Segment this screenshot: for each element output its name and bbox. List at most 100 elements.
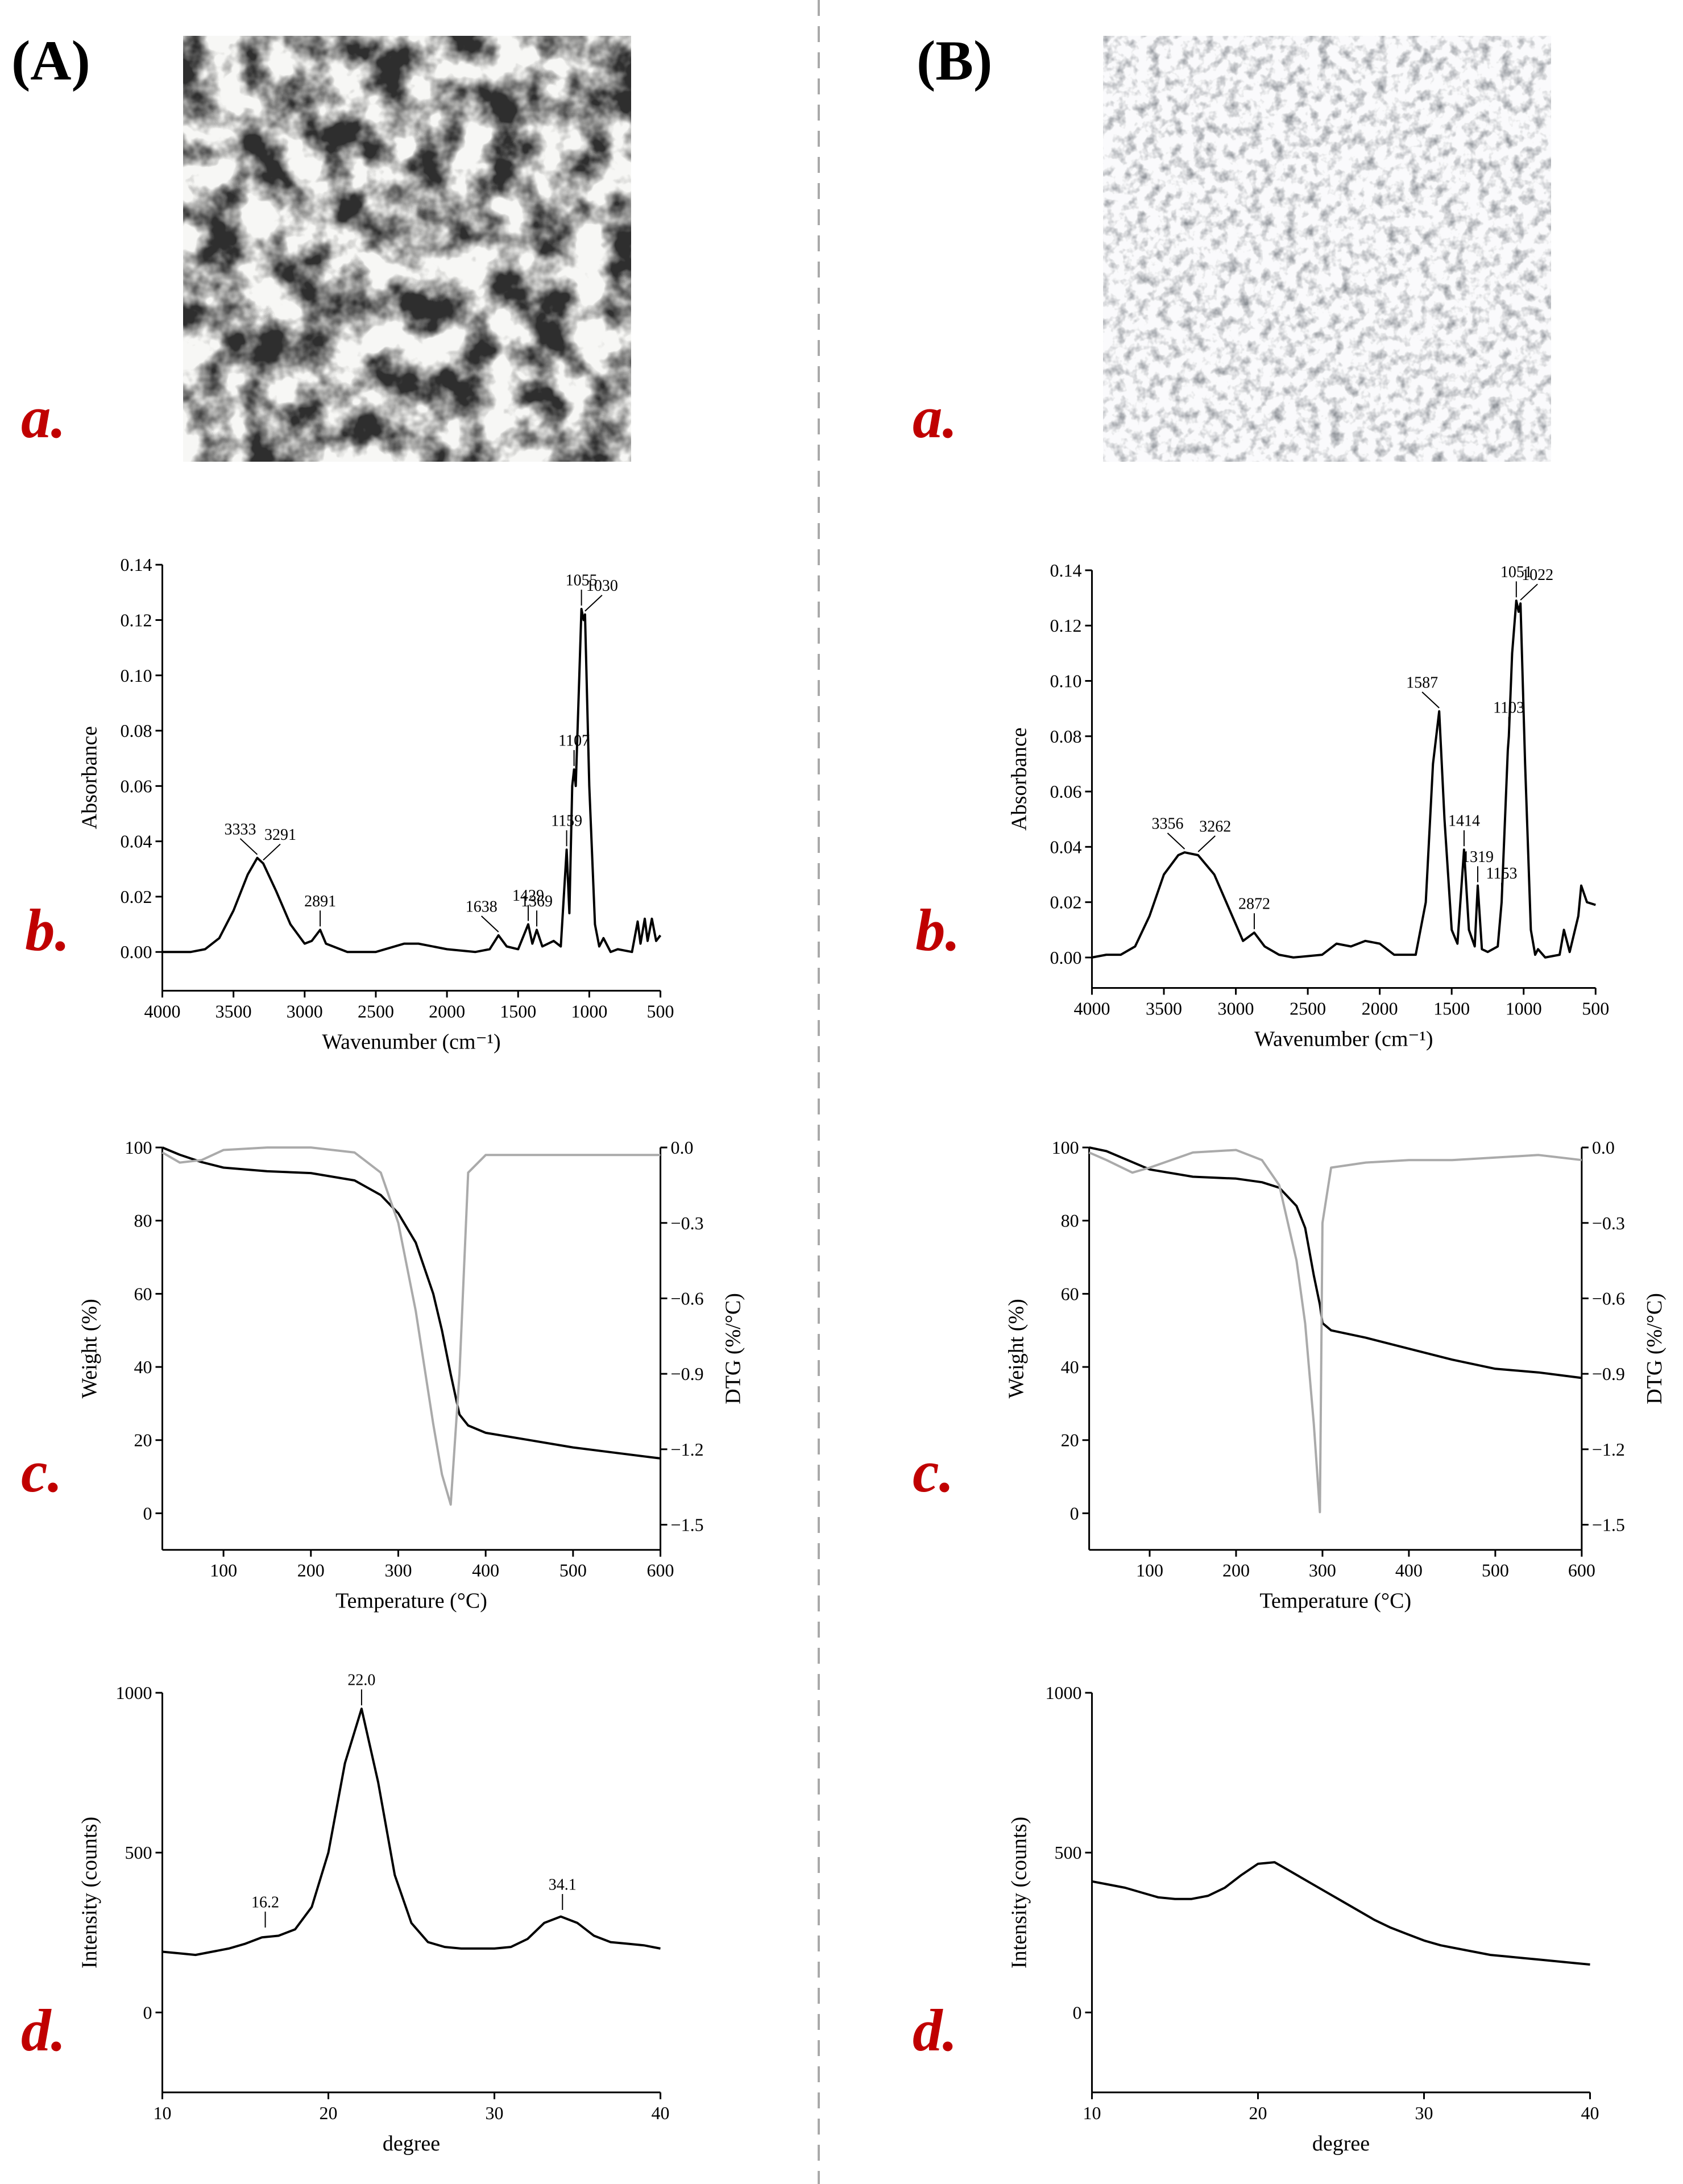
y2-tick-label: −1.5 [1592, 1515, 1625, 1535]
data-line [162, 1708, 661, 1957]
y-tick-label: 0.04 [121, 831, 152, 852]
y-axis-label: Absorbance [78, 726, 102, 829]
y-tick-label: 0 [1070, 1503, 1079, 1523]
annotation: 1429 [512, 887, 544, 905]
sub-label: d. [913, 1997, 957, 2063]
x-tick-label: 300 [1309, 1560, 1336, 1581]
annotation-leader [263, 843, 281, 861]
data-line [162, 608, 662, 954]
y-tick-label: 0.08 [121, 720, 152, 741]
data-line [161, 1146, 661, 1506]
y-tick-label: 0.10 [1050, 671, 1081, 691]
y2-tick-label: −1.2 [1592, 1439, 1625, 1460]
photo-a [183, 36, 631, 462]
data-line [1092, 599, 1596, 959]
y-tick-label: 100 [1052, 1137, 1079, 1158]
x-tick-label: 500 [559, 1560, 587, 1581]
y-axis-label: Intensity (counts) [78, 1817, 102, 1968]
y-tick-label: 40 [1061, 1357, 1079, 1377]
annotation: 2872 [1238, 896, 1270, 913]
x-tick-label: 3500 [1146, 998, 1182, 1018]
y2-tick-label: 0.0 [1592, 1137, 1615, 1158]
y-tick-label: 0.02 [121, 886, 152, 907]
annotation: 1638 [466, 898, 498, 916]
sub-label: a. [21, 384, 66, 450]
y2-tick-label: −0.3 [671, 1213, 704, 1233]
x-tick-label: 500 [647, 1001, 674, 1021]
annotation: 1414 [1448, 813, 1480, 830]
y2-axis-label: DTG (%/°C) [722, 1293, 745, 1404]
y-tick-label: 0.12 [1050, 615, 1081, 636]
y-tick-label: 0.02 [1050, 892, 1081, 913]
x-tick-label: 30 [1415, 2103, 1433, 2123]
annotation: 1030 [586, 577, 618, 595]
y-axis-label: Weight (%) [78, 1299, 102, 1398]
x-axis-label: Temperature (°C) [1259, 1589, 1411, 1613]
sub-label: c. [913, 1438, 954, 1505]
y-tick-label: 80 [1061, 1211, 1079, 1231]
annotation: 1107 [558, 732, 590, 750]
annotation-leader [239, 838, 258, 855]
y-tick-label: 100 [125, 1137, 152, 1158]
y2-tick-label: −0.6 [671, 1288, 704, 1308]
panel-label: (A) [11, 29, 90, 92]
y-tick-label: 20 [134, 1430, 152, 1451]
x-axis-label: degree [383, 2132, 440, 2156]
annotation: 1587 [1406, 674, 1438, 692]
annotation: 1022 [1522, 566, 1553, 584]
y-tick-label: 0.14 [121, 554, 152, 575]
sub-label: c. [21, 1438, 63, 1505]
y2-tick-label: −0.6 [1592, 1288, 1625, 1308]
x-tick-label: 600 [647, 1560, 674, 1581]
y-tick-label: 0.00 [121, 942, 152, 962]
x-tick-label: 2000 [1362, 998, 1398, 1018]
y-tick-label: 40 [134, 1357, 152, 1377]
x-tick-label: 40 [1581, 2103, 1599, 2123]
y-tick-label: 0.00 [1050, 947, 1081, 968]
y2-tick-label: −0.9 [1592, 1364, 1625, 1384]
x-axis-label: degree [1312, 2132, 1370, 2156]
x-tick-label: 4000 [1073, 998, 1110, 1018]
x-tick-label: 500 [1482, 1560, 1509, 1581]
x-tick-label: 400 [1395, 1560, 1423, 1581]
y-tick-label: 1000 [116, 1682, 152, 1703]
y-tick-label: 60 [1061, 1283, 1079, 1304]
y-tick-label: 1000 [1045, 1682, 1081, 1703]
x-tick-label: 2000 [429, 1001, 465, 1021]
x-tick-label: 1000 [571, 1001, 607, 1021]
annotation-leader [1421, 691, 1440, 708]
x-tick-label: 40 [652, 2103, 670, 2123]
x-tick-label: 3000 [287, 1001, 323, 1021]
annotation-leader [481, 915, 499, 933]
annotation-leader [1520, 583, 1538, 601]
y2-axis-label: DTG (%/°C) [1643, 1293, 1667, 1404]
x-tick-label: 4000 [144, 1001, 181, 1021]
annotation-leader [585, 595, 603, 612]
x-axis-label: Wavenumber (cm⁻¹) [322, 1030, 500, 1054]
panel-label: (B) [917, 29, 992, 92]
annotation: 3333 [224, 820, 256, 838]
x-tick-label: 10 [1083, 2103, 1101, 2123]
x-tick-label: 100 [210, 1560, 237, 1581]
y2-tick-label: −1.5 [671, 1515, 704, 1535]
y-axis-label: Absorbance [1007, 727, 1031, 830]
y-tick-label: 0 [143, 1503, 152, 1523]
y2-tick-label: −1.2 [671, 1439, 704, 1460]
x-tick-label: 600 [1568, 1560, 1595, 1581]
y-tick-label: 0.14 [1050, 560, 1081, 581]
annotation: 2891 [304, 893, 336, 910]
annotation: 22.0 [347, 1672, 375, 1689]
y-tick-label: 0.06 [121, 776, 152, 796]
x-tick-label: 200 [297, 1560, 325, 1581]
data-line [1088, 1149, 1582, 1514]
y-tick-label: 500 [1054, 1842, 1081, 1863]
data-line [161, 1146, 661, 1460]
annotation: 1159 [551, 813, 582, 830]
annotation-leader [1167, 832, 1185, 849]
x-tick-label: 2500 [1290, 998, 1326, 1018]
y2-tick-label: 0.0 [671, 1137, 694, 1158]
annotation: 1055 [566, 572, 598, 590]
sub-label: b. [25, 897, 70, 963]
annotation: 1369 [521, 893, 553, 910]
